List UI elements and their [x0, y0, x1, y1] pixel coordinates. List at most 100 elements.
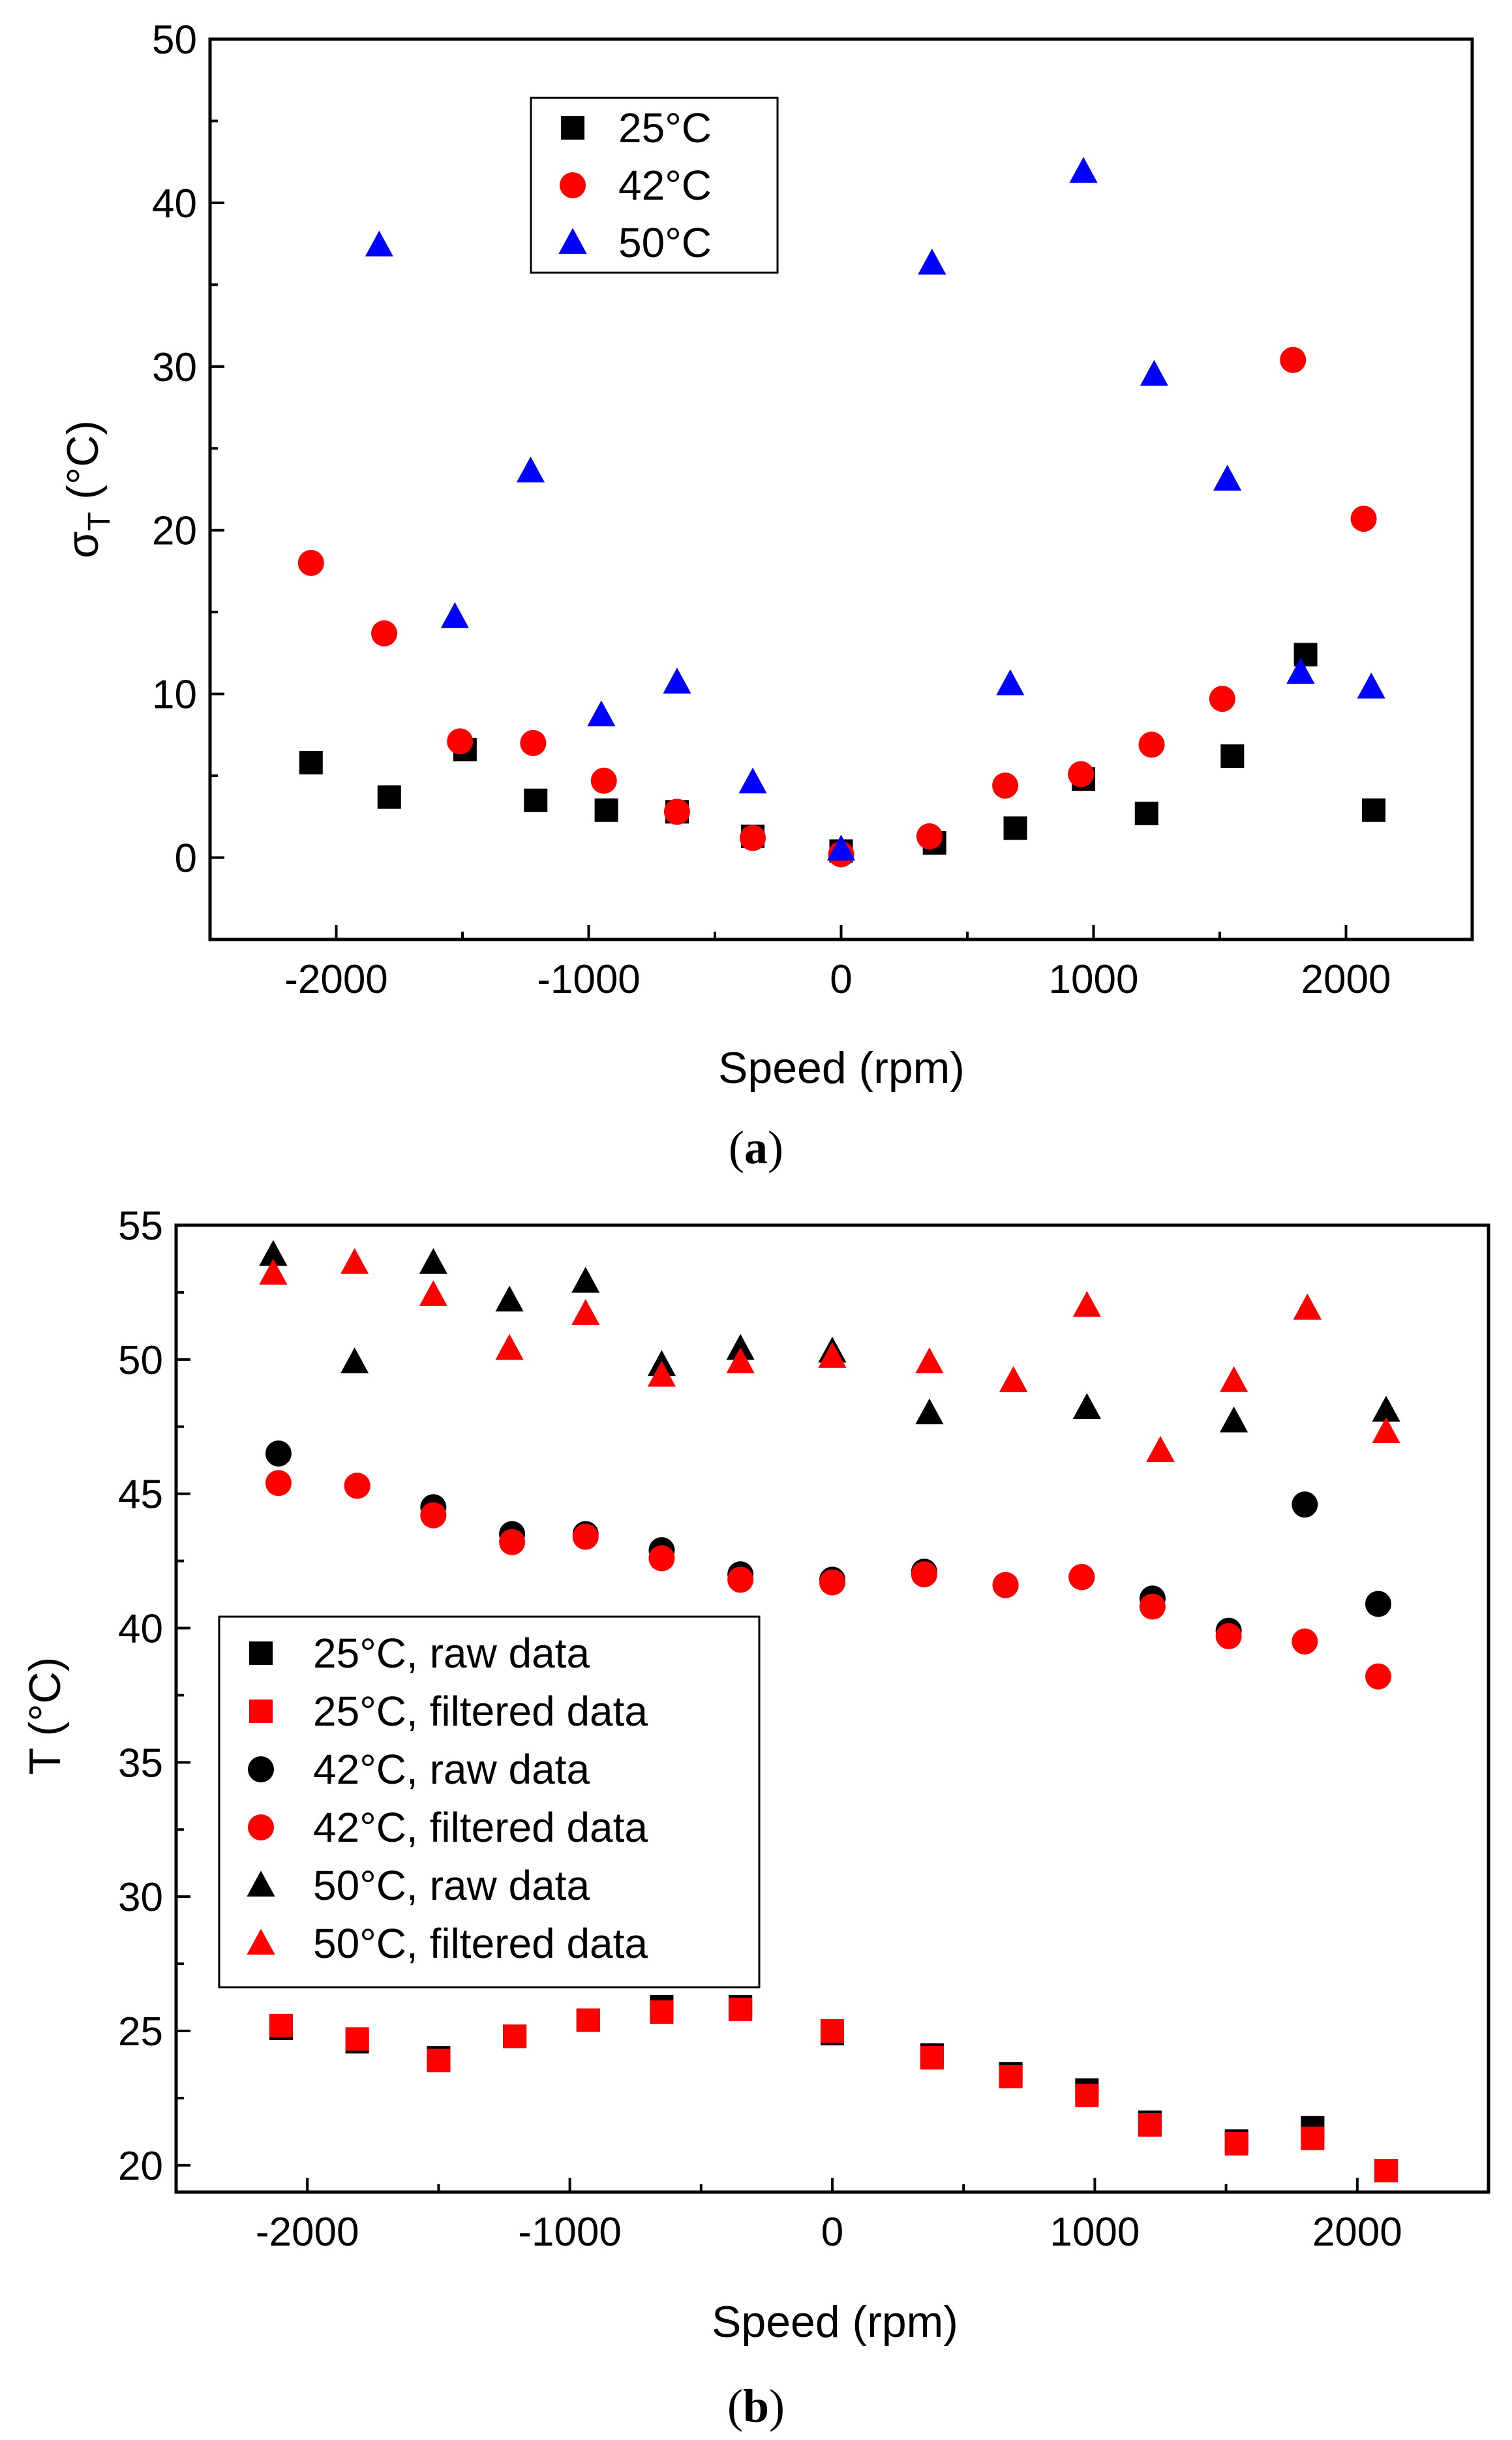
- x-tick-label: 1000: [1049, 957, 1139, 1002]
- data-point: [992, 1572, 1019, 1598]
- data-point: [826, 834, 856, 861]
- series-2: [269, 1998, 1399, 2183]
- series-4: [265, 1470, 1391, 1690]
- y-tick-label: 10: [152, 673, 197, 718]
- data-point: [920, 2046, 944, 2070]
- data-point: [520, 729, 547, 756]
- data-point: [916, 823, 943, 849]
- data-point: [340, 1247, 369, 1274]
- y-tick-label: 40: [152, 181, 197, 226]
- data-point: [1072, 1393, 1101, 1419]
- data-point: [1224, 2131, 1248, 2156]
- data-point: [818, 1342, 847, 1368]
- data-point: [516, 456, 545, 483]
- legend-marker: [248, 1814, 274, 1840]
- data-point: [1293, 643, 1318, 667]
- legend-label: 50°C: [618, 219, 712, 266]
- legend-label: 42°C: [618, 162, 712, 209]
- panel-b-data-marks: [259, 1240, 1400, 2183]
- legend-label: 25°C, raw data: [313, 1630, 590, 1677]
- data-point: [1292, 1628, 1318, 1655]
- data-point: [1072, 1290, 1101, 1317]
- legend-marker: [247, 1870, 275, 1897]
- legend-label: 25°C, filtered data: [313, 1688, 648, 1735]
- data-point: [344, 1472, 370, 1499]
- data-point: [1138, 731, 1165, 758]
- data-point: [727, 1566, 754, 1593]
- data-point: [587, 700, 616, 727]
- data-point: [1209, 686, 1235, 712]
- x-tick-label: 0: [821, 2210, 843, 2255]
- data-point: [259, 1258, 288, 1285]
- data-point: [663, 667, 691, 694]
- data-point: [447, 728, 474, 755]
- data-point: [571, 1299, 600, 1325]
- data-point: [1286, 658, 1315, 684]
- y-tick-label: 20: [152, 509, 197, 554]
- x-tick-label: 1000: [1050, 2210, 1140, 2255]
- legend-label: 50°C, filtered data: [313, 1920, 648, 1967]
- data-point: [650, 2000, 674, 2024]
- data-point: [663, 799, 690, 825]
- data-point: [524, 788, 548, 812]
- data-point: [419, 1247, 447, 1274]
- y-tick-label: 20: [118, 2144, 163, 2189]
- x-tick-label: -2000: [256, 2210, 359, 2255]
- data-point: [259, 1240, 288, 1266]
- series-6: [259, 1247, 1400, 1462]
- data-point: [729, 1998, 753, 2022]
- data-point: [299, 751, 323, 775]
- data-point: [1350, 506, 1377, 532]
- data-point: [648, 1545, 675, 1572]
- y-tick-label: 30: [118, 1875, 163, 1920]
- panel-a-chart: -2000 -1000 0 1000 2000 0 10 20 30 40 50 Speed (rp…: [58, 18, 1474, 1174]
- panel-b-xlabel: Speed (rpm): [712, 2297, 958, 2347]
- data-point: [495, 1285, 524, 1312]
- data-point: [1003, 816, 1027, 840]
- data-point: [265, 1440, 292, 1467]
- data-point: [992, 772, 1019, 799]
- panel-a-caption: (a): [729, 1121, 783, 1174]
- data-point: [420, 1502, 447, 1529]
- panel-b-chart: -2000 -1000 0 1000 2000 20 25 30 35 40 45 50 55 Spee…: [20, 1204, 1490, 2432]
- data-point: [499, 1529, 526, 1555]
- data-point: [915, 1347, 944, 1373]
- y-tick-label: 55: [118, 1204, 163, 1249]
- data-point: [1134, 801, 1158, 825]
- data-point: [738, 767, 767, 794]
- data-point: [740, 825, 766, 851]
- panel-b-ticks: -2000 -1000 0 1000 2000 20 25 30 35 40 45 50 55: [118, 1204, 1490, 2255]
- legend-marker: [561, 116, 584, 140]
- data-point: [576, 2008, 600, 2032]
- legend-marker: [248, 1756, 274, 1782]
- data-point: [269, 2013, 293, 2037]
- legend-marker: [560, 172, 586, 198]
- data-point: [819, 1569, 845, 1596]
- data-point: [1301, 2126, 1325, 2150]
- data-point: [999, 2064, 1023, 2088]
- panel-a-ylabel: σT (°C): [58, 420, 117, 558]
- series-3: [265, 1440, 1391, 1644]
- data-point: [1357, 672, 1385, 699]
- data-point: [345, 2027, 369, 2051]
- panel-a-data-marks: [297, 157, 1386, 868]
- data-point: [996, 669, 1025, 695]
- data-point: [265, 1470, 292, 1497]
- y-tick-label: 40: [118, 1607, 163, 1652]
- data-point: [1068, 761, 1095, 787]
- data-point: [1138, 2113, 1162, 2137]
- x-tick-label: 2000: [1312, 2210, 1402, 2255]
- data-point: [1280, 346, 1307, 373]
- y-tick-label: 35: [118, 1741, 163, 1786]
- data-point: [1365, 1591, 1391, 1617]
- data-point: [1068, 1564, 1095, 1591]
- legend-marker: [249, 1641, 273, 1665]
- data-point: [1140, 359, 1168, 386]
- data-point: [1374, 2159, 1399, 2183]
- data-point: [1220, 744, 1245, 768]
- legend-marker: [249, 1700, 273, 1723]
- data-point: [377, 785, 401, 809]
- data-point: [1362, 798, 1386, 822]
- data-point: [1372, 1417, 1400, 1443]
